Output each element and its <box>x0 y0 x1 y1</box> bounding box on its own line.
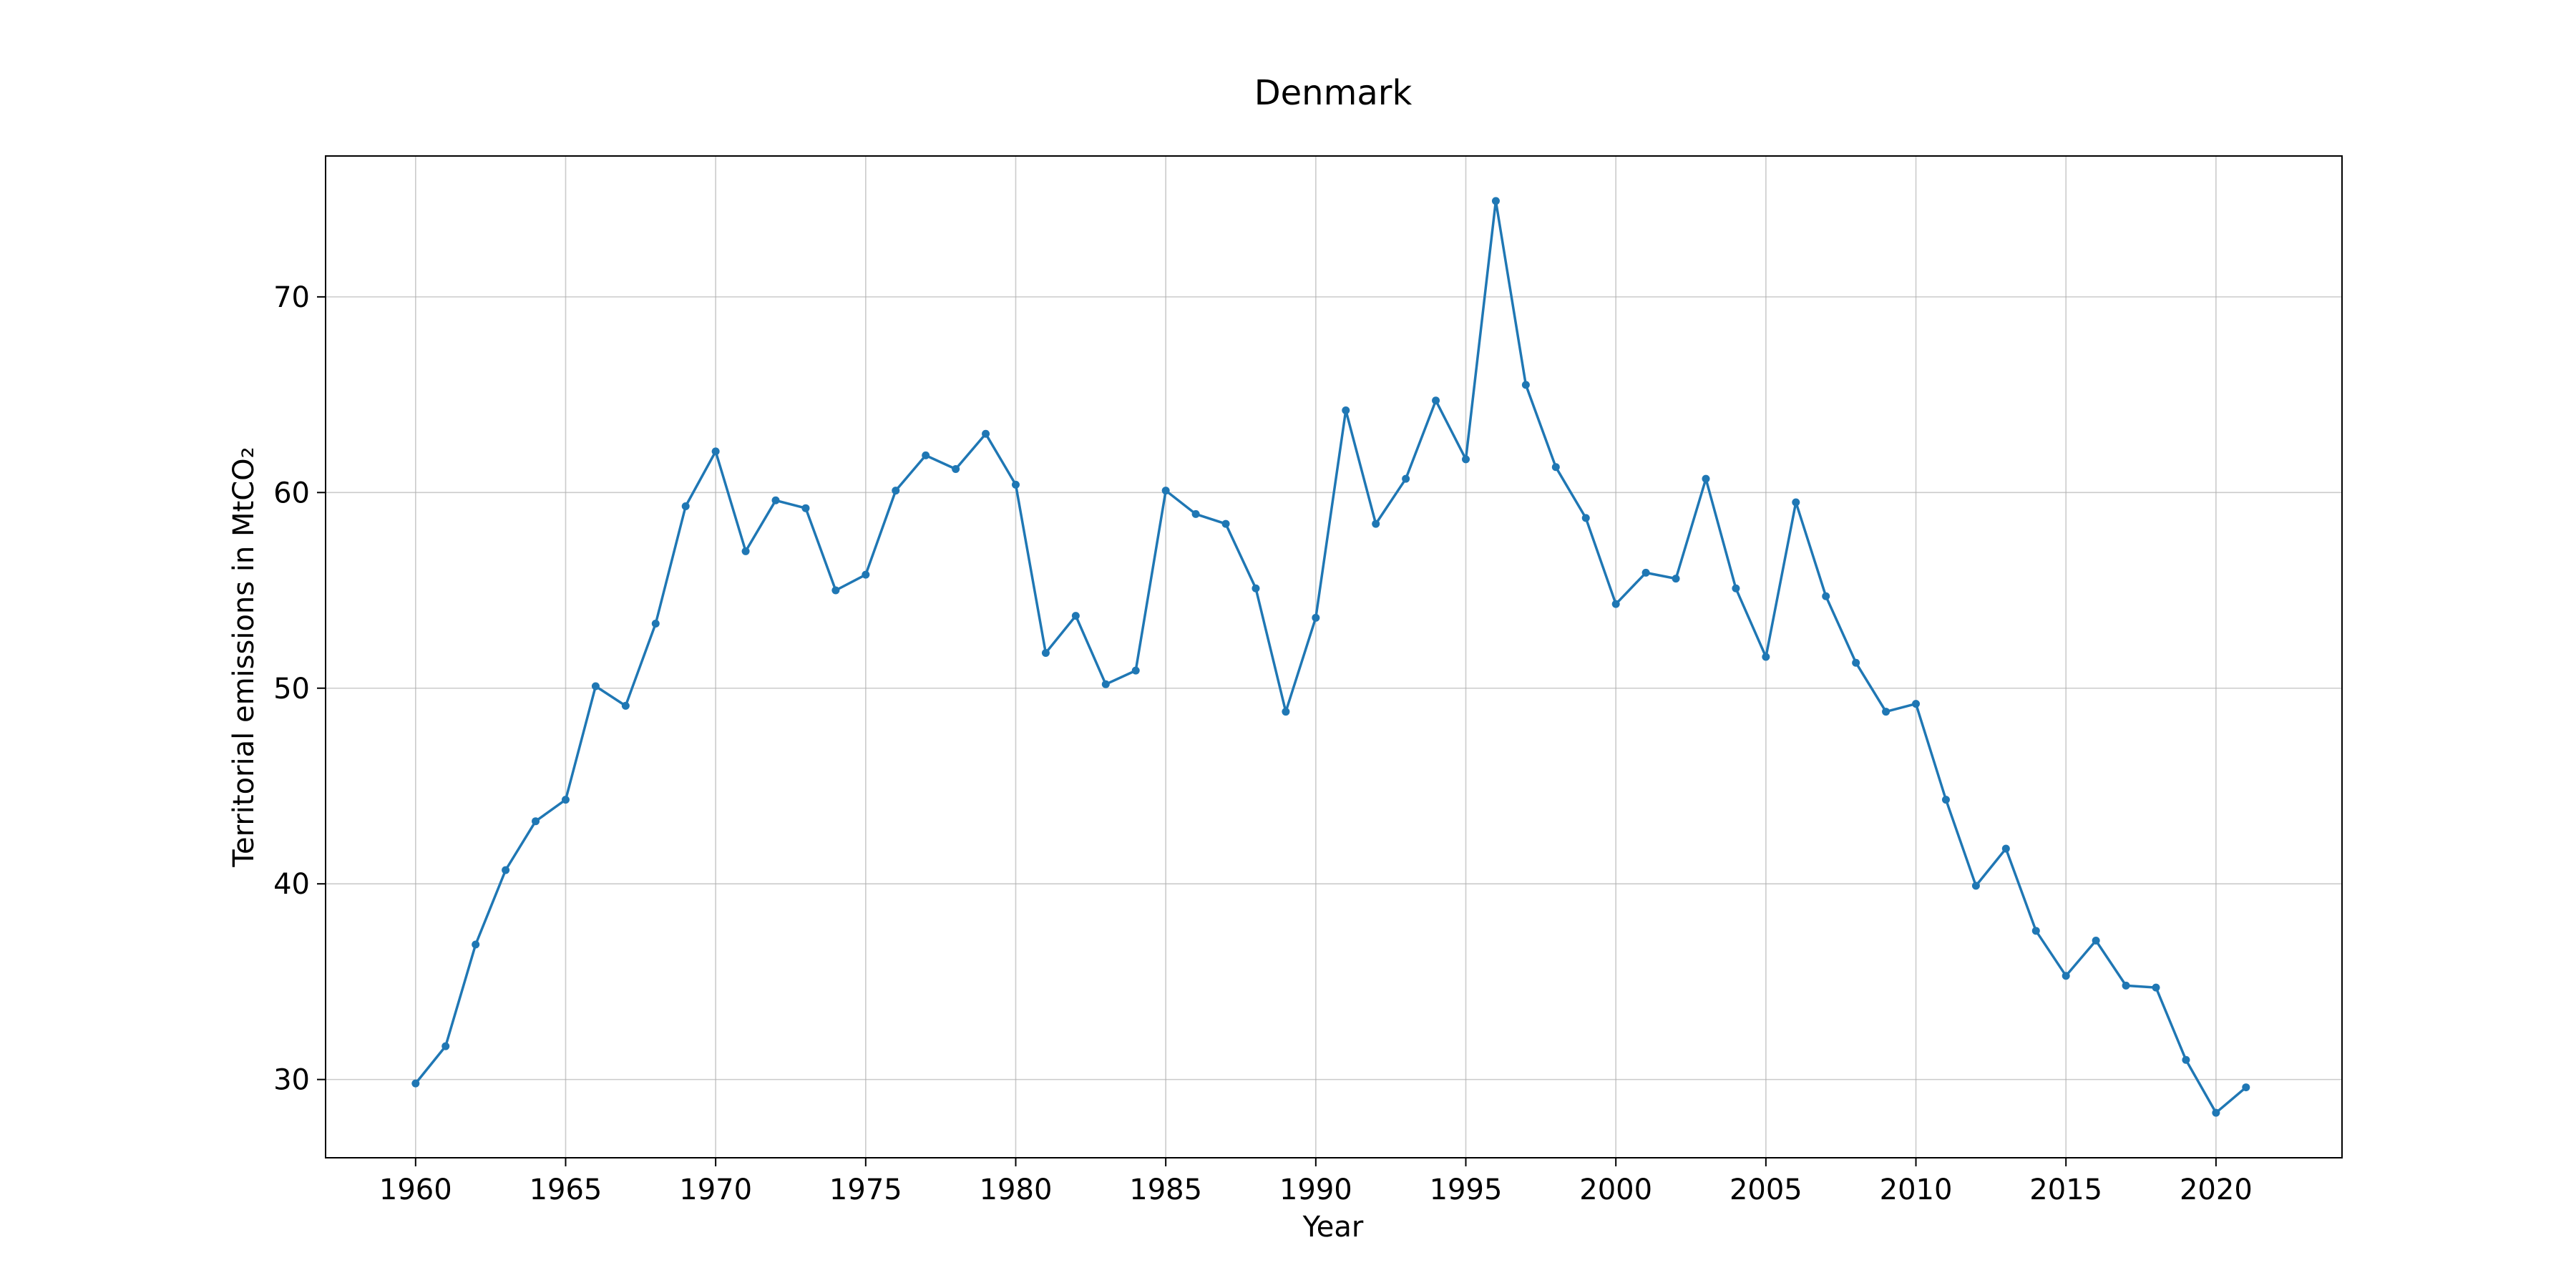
x-tick-label: 2015 <box>2029 1174 2102 1206</box>
data-point <box>2031 927 2040 935</box>
series-line <box>414 200 2247 1114</box>
data-point <box>591 682 600 691</box>
y-tick-label: 70 <box>273 281 310 314</box>
chart-title: Denmark <box>1254 73 1413 113</box>
grid <box>326 156 2342 1158</box>
data-point <box>862 570 870 579</box>
data-point <box>952 465 960 473</box>
data-point <box>502 866 510 874</box>
data-point <box>561 796 570 804</box>
data-point <box>1101 680 1110 688</box>
data-point <box>1041 649 1050 658</box>
data-point <box>2242 1083 2250 1092</box>
data-point <box>411 1079 420 1088</box>
x-tick-label: 1965 <box>530 1174 602 1206</box>
data-point <box>771 496 780 504</box>
y-tick-label: 30 <box>273 1064 310 1097</box>
data-point <box>1521 381 1530 389</box>
x-tick-label: 1995 <box>1430 1174 1503 1206</box>
data-point <box>801 504 810 512</box>
data-point <box>1672 575 1680 583</box>
data-point <box>441 1042 450 1050</box>
x-tick-label: 2005 <box>1729 1174 1802 1206</box>
data-point <box>1882 708 1890 716</box>
y-tick-label: 60 <box>273 477 310 509</box>
data-point <box>1131 666 1140 675</box>
data-points <box>411 197 2250 1117</box>
data-point <box>2001 844 2010 853</box>
data-point <box>681 502 690 510</box>
data-point <box>892 487 900 495</box>
data-point <box>1971 882 1980 890</box>
data-point <box>831 586 840 595</box>
x-axis-label: Year <box>1302 1211 1364 1244</box>
data-point <box>1011 480 1020 489</box>
x-tick-label: 1980 <box>980 1174 1053 1206</box>
data-point <box>621 701 630 710</box>
data-point <box>472 940 480 949</box>
data-point <box>1702 474 1710 483</box>
data-point <box>1641 568 1650 577</box>
data-point <box>1941 796 1950 804</box>
x-tick-label: 2010 <box>1880 1174 1953 1206</box>
data-point <box>1611 600 1620 608</box>
data-point <box>1762 653 1770 661</box>
data-point <box>1252 584 1260 592</box>
data-point <box>651 620 660 628</box>
y-tick-label: 50 <box>273 673 310 706</box>
data-point <box>2212 1108 2220 1117</box>
data-point <box>1462 455 1470 464</box>
data-point <box>922 451 930 459</box>
x-axis-ticks: 1960 1965 1970 1975 1980 1985 1990 1995 2000 2005… <box>379 1158 2253 1206</box>
data-point <box>982 429 990 438</box>
x-tick-label: 1970 <box>679 1174 752 1206</box>
data-point <box>1852 658 1860 667</box>
data-point <box>1342 406 1350 414</box>
data-point <box>1312 613 1320 622</box>
data-point <box>1912 700 1921 708</box>
y-axis-label: Territorial emissions in MtCO₂ <box>228 447 260 867</box>
data-point <box>1372 519 1380 528</box>
x-tick-label: 1990 <box>1279 1174 1352 1206</box>
data-point <box>1491 197 1500 205</box>
x-tick-label: 1960 <box>379 1174 452 1206</box>
data-point <box>1732 584 1740 592</box>
x-tick-label: 1985 <box>1129 1174 1202 1206</box>
data-point <box>1402 474 1410 483</box>
y-tick-label: 40 <box>273 868 310 901</box>
y-axis-ticks: 30 40 50 60 70 <box>273 281 326 1097</box>
data-point <box>711 447 720 456</box>
data-point <box>1071 612 1080 620</box>
data-point <box>1581 514 1590 522</box>
data-point <box>1432 396 1440 405</box>
data-point <box>1551 463 1560 472</box>
data-point <box>1161 487 1170 495</box>
data-point <box>1191 509 1200 518</box>
data-point <box>1792 498 1800 507</box>
data-point <box>1282 708 1290 716</box>
x-tick-label: 2000 <box>1579 1174 1652 1206</box>
x-tick-label: 1975 <box>829 1174 902 1206</box>
data-point <box>2122 981 2130 990</box>
data-point <box>2062 972 2070 980</box>
data-point <box>2152 983 2160 992</box>
data-point <box>532 817 540 826</box>
data-point <box>741 547 750 555</box>
plot-frame <box>325 155 2343 1158</box>
data-point <box>2182 1055 2190 1064</box>
x-tick-label: 2020 <box>2180 1174 2253 1206</box>
data-point <box>1221 519 1230 528</box>
data-point <box>2092 936 2100 945</box>
data-point <box>1822 592 1830 600</box>
